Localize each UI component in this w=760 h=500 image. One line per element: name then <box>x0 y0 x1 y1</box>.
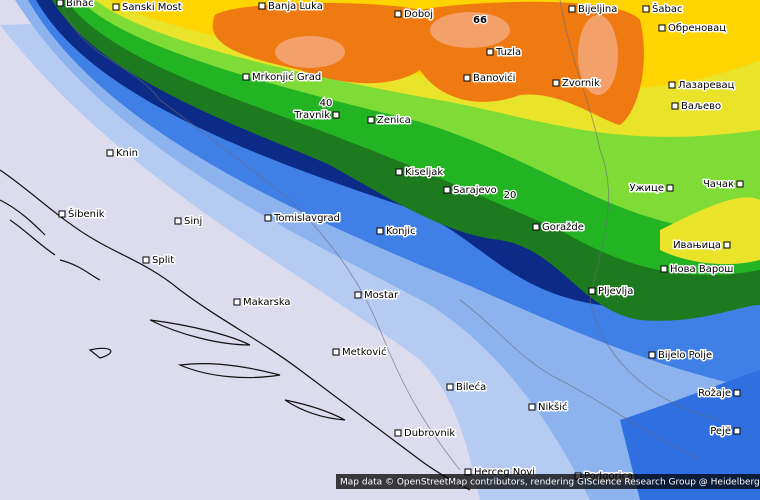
contour-label: 40 <box>320 98 333 109</box>
city-label: Sinj <box>184 216 202 227</box>
city-label: Nikšić <box>538 401 568 413</box>
city-label: Bijeljina <box>578 4 617 15</box>
city-label: Pljevlja <box>598 286 633 297</box>
city-marker <box>394 10 402 18</box>
city-label: Goražde <box>542 221 584 233</box>
city-marker <box>332 348 340 356</box>
city-marker <box>532 223 540 231</box>
city-label: Bijelo Polje <box>658 350 712 361</box>
city-label: Pejë <box>710 426 731 437</box>
city-label: Sanski Most <box>122 2 182 13</box>
attribution: Map data © OpenStreetMap contributors, r… <box>340 478 760 488</box>
city-marker <box>174 217 182 225</box>
city-label: Šibenik <box>68 207 105 220</box>
coastline <box>0 169 471 491</box>
city-label: Banovići <box>473 72 515 84</box>
city-label: Banja Luka <box>268 1 323 12</box>
city-marker <box>367 116 375 124</box>
city-marker <box>142 256 150 264</box>
city-marker <box>264 214 272 222</box>
city-marker <box>486 48 494 56</box>
city-label: Makarska <box>243 297 291 308</box>
band <box>578 15 618 95</box>
city-label: Bihać <box>66 0 94 9</box>
city-marker <box>56 0 64 7</box>
band <box>430 12 510 48</box>
city-label: Split <box>152 255 174 266</box>
city-marker <box>648 351 656 359</box>
city-marker <box>671 102 679 110</box>
city-label: Konjic <box>386 226 416 237</box>
city-label: Чачак <box>703 179 734 190</box>
city-marker <box>463 74 471 82</box>
city-label: Doboj <box>404 9 433 20</box>
city-marker <box>528 403 536 411</box>
city-label: Zvornik <box>562 78 600 89</box>
city-marker <box>242 73 250 81</box>
city-label: Dubrovnik <box>404 428 455 439</box>
city-label: Kiseljak <box>405 167 443 178</box>
city-layer: Bihać Sanski Most Banja Luka Doboj Bijeljina… <box>56 0 744 484</box>
city-label: Обреновац <box>668 23 726 34</box>
city-marker <box>588 287 596 295</box>
city-marker <box>258 2 266 10</box>
contour-label: 66 <box>473 15 487 26</box>
band <box>660 197 760 265</box>
contour-label: 20 <box>504 190 517 201</box>
city-marker <box>112 3 120 11</box>
city-marker <box>666 184 674 192</box>
city-label: Mostar <box>364 290 399 301</box>
city-label: Лазаревац <box>678 80 735 91</box>
city-label: Sarajevo <box>453 185 497 196</box>
city-label: Ужице <box>629 183 664 194</box>
city-marker <box>443 186 451 194</box>
band <box>212 1 644 125</box>
city-marker <box>552 79 560 87</box>
city-marker <box>332 111 340 119</box>
city-marker <box>568 5 576 13</box>
city-marker <box>658 24 666 32</box>
city-marker <box>233 298 241 306</box>
borders <box>59 0 721 471</box>
city-label: Ивањица <box>673 240 721 251</box>
contour-layer: 66 40 20 <box>318 14 517 203</box>
band <box>620 370 760 500</box>
city-label: Tuzla <box>495 47 521 58</box>
city-marker <box>446 383 454 391</box>
city-marker <box>723 241 731 249</box>
city-label: Metković <box>342 346 386 358</box>
city-marker <box>354 291 362 299</box>
city-marker <box>395 168 403 176</box>
attribution-bar <box>336 474 760 489</box>
city-marker <box>106 149 114 157</box>
city-marker <box>736 180 744 188</box>
city-marker <box>58 210 66 218</box>
city-label: Нова Варош <box>670 264 733 275</box>
city-marker <box>394 429 402 437</box>
city-label: Travnik <box>293 110 330 121</box>
city-marker <box>642 5 650 13</box>
city-marker <box>668 81 676 89</box>
city-label: Rožaje <box>698 387 731 399</box>
city-marker <box>660 265 668 273</box>
city-marker <box>733 427 741 435</box>
city-label: Knin <box>116 148 138 159</box>
city-label: Šabac <box>652 2 682 15</box>
city-marker <box>376 227 384 235</box>
city-label: Mrkonjić Grad <box>252 71 321 83</box>
city-marker <box>733 389 741 397</box>
city-label: Tomislavgrad <box>273 213 340 224</box>
city-label: Ваљево <box>681 101 721 112</box>
city-label: Zenica <box>377 115 411 126</box>
city-label: Bileća <box>456 381 486 393</box>
band <box>275 36 345 68</box>
